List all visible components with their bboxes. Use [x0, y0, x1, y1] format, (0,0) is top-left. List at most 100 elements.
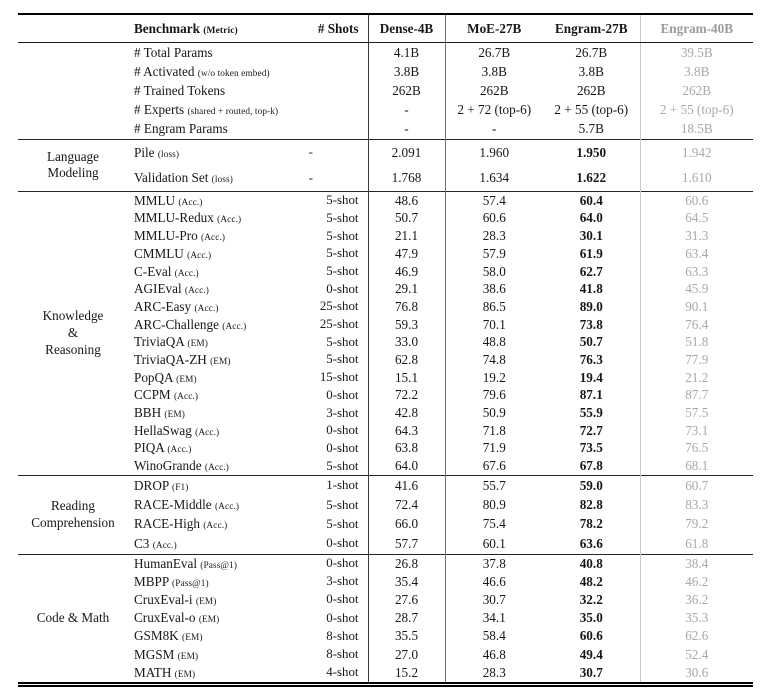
value-dense-4b: 50.7 — [368, 209, 446, 228]
benchmark-cell: HumanEval (Pass@1) — [128, 553, 278, 573]
value-engram-40b: 3.8B — [684, 63, 710, 79]
benchmark-name: ARC-Easy — [134, 298, 192, 314]
shots-value: 25-shot — [278, 315, 369, 334]
value-engram-40b: 83.3 — [685, 497, 709, 513]
value-engram-27b: 49.4 — [543, 645, 641, 664]
value-engram-40b: 39.5B — [680, 44, 713, 60]
value-engram-27b: 78.2 — [543, 514, 641, 535]
metric-label: (Acc.) — [201, 233, 226, 244]
value-dense-4b: 27.0 — [368, 645, 446, 664]
value-engram-27b: 63.6 — [543, 534, 641, 554]
shots-value: 3-shot — [278, 404, 369, 422]
value-engram-27b: 262B — [543, 81, 641, 101]
shots-value: 4-shot — [278, 663, 369, 685]
shots-value: 25-shot — [278, 298, 369, 316]
table-row: Language Modeling Pile (loss) -2.091 1.960 1… — [18, 138, 753, 192]
value-engram-27b: 82.8 — [543, 495, 641, 515]
category-label: Reading Comprehension — [18, 474, 128, 554]
header-benchmark-label: Benchmark — [134, 20, 200, 36]
metric-label: (Acc.) — [178, 197, 203, 208]
value-moe-27b: 48.8 — [482, 334, 506, 350]
metric-label: (Acc.) — [214, 502, 240, 513]
table-section: Language Modeling Pile (loss) -2.091 1.960 1… — [18, 138, 753, 192]
value-engram-27b: 72.7 — [543, 421, 641, 440]
metric-label: (Acc.) — [187, 250, 212, 261]
benchmark-cell: C-Eval (Acc.) — [128, 263, 278, 281]
table-row: RACE-High (Acc.) 5-shot 66.0 75.4 78.2 79.2 — [18, 514, 753, 535]
header-row: Benchmark (Metric) # Shots Dense-4B MoE-… — [18, 14, 753, 43]
table-row: Validation Set (loss) -1.768 1.634 1.622 1.6… — [18, 165, 753, 192]
value-engram-27b: 76.3 — [543, 351, 641, 369]
table-row: AGIEval (Acc.) 0-shot 29.1 38.6 41.8 45.9 — [18, 280, 753, 299]
metric-label: (loss) — [211, 175, 233, 186]
value-dense-4b: 59.3 — [368, 315, 446, 334]
table-row: PopQA (EM) 15-shot 15.1 19.2 19.4 21.2 — [18, 368, 753, 387]
table-row: Code & Math HumanEval (Pass@1) 0-shot 26.8 3… — [18, 553, 753, 685]
benchmark-cell: MGSM (EM) — [128, 645, 278, 663]
metric-label: (EM) — [195, 596, 217, 607]
value-dense-4b: 76.8 — [368, 298, 446, 316]
table-row: TriviaQA-ZH (EM) 5-shot 62.8 74.8 76.3 77.9 — [18, 351, 753, 369]
value-dense-4b: 262B — [368, 81, 446, 101]
value-engram-27b: 32.2 — [543, 590, 641, 610]
value-dense-4b: 35.4 — [368, 572, 446, 591]
header-metric-label: (Metric) — [203, 25, 238, 36]
table-row: # Total Params 4.1B 26.7B 26.7B 39.5B — [18, 42, 753, 63]
value-moe-27b: - — [492, 121, 497, 137]
value-engram-27b: 89.0 — [543, 298, 641, 316]
value-engram-40b: 63.3 — [685, 263, 709, 279]
value-moe-27b: 74.8 — [482, 351, 506, 367]
value-moe-27b: 71.9 — [482, 440, 506, 456]
metric-label: (EM) — [177, 651, 199, 662]
value-moe-27b: 60.1 — [482, 535, 506, 551]
header-col-moe-27b: MoE-27B — [445, 14, 543, 43]
metric-label: (F1) — [172, 482, 189, 493]
benchmark-cell: HellaSwag (Acc.) — [128, 422, 278, 440]
shots-value: 0-shot — [278, 534, 369, 554]
category-label — [18, 43, 128, 140]
metric-label: (Pass@1) — [172, 578, 209, 589]
value-moe-27b: 57.4 — [445, 190, 543, 210]
benchmark-name: Validation Set — [134, 170, 209, 186]
benchmark-cell: # Total Params — [128, 43, 278, 63]
value-moe-27b: 1.960 — [445, 138, 543, 166]
benchmark-name: ARC-Challenge — [134, 316, 219, 332]
table-header: Benchmark (Metric) # Shots Dense-4B MoE-… — [18, 14, 753, 43]
metric-label: (Acc.) — [167, 445, 192, 456]
value-engram-40b: 35.3 — [685, 610, 709, 626]
shots-value — [278, 81, 369, 101]
shots-value — [278, 62, 369, 82]
shots-value: 3-shot — [278, 572, 369, 591]
benchmark-cell: ARC-Challenge (Acc.) — [128, 316, 278, 334]
value-dense-4b: 46.9 — [368, 262, 446, 281]
benchmark-cell: MMLU (Acc.) — [128, 190, 278, 210]
value-dense-4b: 66.0 — [368, 514, 446, 535]
value-engram-27b: 5.7B — [543, 119, 641, 140]
value-moe-27b: 86.5 — [482, 298, 506, 314]
benchmark-name: CruxEval-i — [134, 591, 193, 607]
value-engram-40b: 87.7 — [685, 387, 709, 403]
benchmark-name: AGIEval — [134, 281, 182, 297]
metric-label: (Acc.) — [173, 392, 199, 403]
value-moe-27b: 80.9 — [482, 497, 506, 513]
benchmark-cell: AGIEval (Acc.) — [128, 280, 278, 298]
table-row: C3 (Acc.) 0-shot 57.7 60.1 63.6 61.8 — [18, 534, 753, 554]
value-engram-40b: 79.2 — [685, 516, 709, 532]
value-engram-27b: 30.7 — [543, 663, 641, 685]
benchmark-cell: MMLU-Pro (Acc.) — [128, 227, 278, 245]
value-engram-27b: 48.2 — [543, 572, 641, 591]
value-engram-40b: 36.2 — [685, 591, 709, 607]
value-moe-27b: 58.4 — [482, 628, 506, 644]
metric-label: (EM) — [187, 339, 208, 350]
shots-value: 8-shot — [278, 627, 369, 646]
value-engram-27b: 50.7 — [543, 333, 641, 352]
table-row: CruxEval-o (EM) 0-shot 28.7 34.1 35.0 35.3 — [18, 609, 753, 628]
table-row: # Experts (shared + routed, top-k) -2 + 7… — [18, 100, 753, 120]
value-engram-40b: 18.5B — [680, 121, 713, 137]
value-engram-27b: 41.8 — [543, 280, 641, 299]
table-section: Knowledge & Reasoning MMLU (Acc.) 5-shot 48… — [18, 190, 753, 476]
value-moe-27b: 67.6 — [482, 458, 506, 474]
value-dense-4b: 41.6 — [368, 474, 446, 496]
benchmark-cell: CCPM (Acc.) — [128, 387, 278, 405]
value-moe-27b: 30.7 — [482, 591, 506, 607]
